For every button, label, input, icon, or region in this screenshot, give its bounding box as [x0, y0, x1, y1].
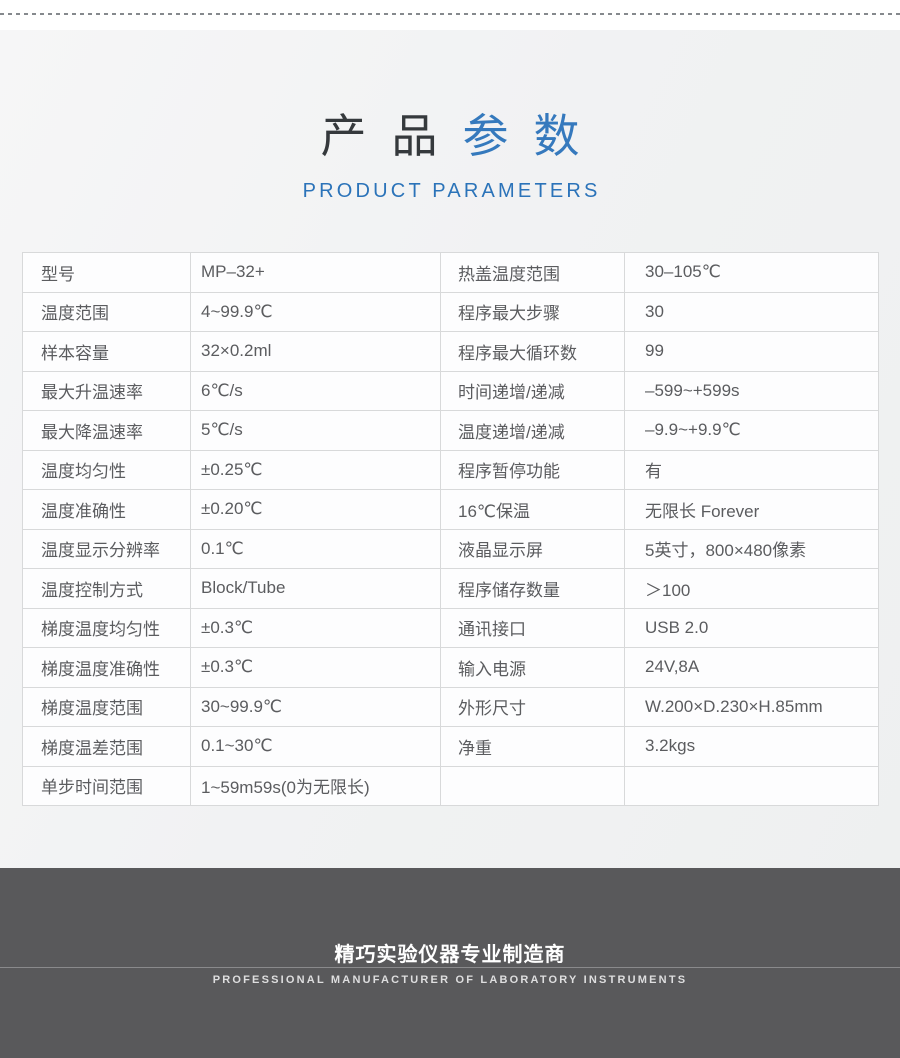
footer: 精巧实验仪器专业制造商 PROFESSIONAL MANUFACTURER OF… [0, 868, 900, 1058]
spec-label: 梯度温差范围 [22, 726, 191, 767]
spec-label: 温度递增/递减 [440, 410, 625, 451]
table-row: 最大降温速率 5℃/s 温度递增/递减 –9.9~+9.9℃ [22, 410, 879, 451]
page-subtitle: PRODUCT PARAMETERS [302, 180, 601, 202]
table-row: 温度显示分辨率 0.1℃ 液晶显示屏 5英寸，800×480像素 [22, 528, 879, 569]
spec-label: 温度显示分辨率 [22, 528, 191, 569]
table-row: 梯度温度均匀性 ±0.3℃ 通讯接口 USB 2.0 [22, 607, 879, 648]
top-white-band [0, 0, 900, 30]
spec-value: 6℃/s [190, 370, 441, 411]
spec-value: 30~99.9℃ [190, 686, 441, 727]
spec-value: 30–105℃ [624, 252, 879, 293]
footer-divider-line [0, 967, 900, 968]
spec-label: 最大降温速率 [22, 410, 191, 451]
spec-value: MP–32+ [190, 252, 441, 293]
table-row: 梯度温度准确性 ±0.3℃ 输入电源 24V,8A [22, 647, 879, 688]
table-row: 梯度温度范围 30~99.9℃ 外形尺寸 W.200×D.230×H.85mm [22, 686, 879, 727]
spec-label: 程序最大循环数 [440, 331, 625, 372]
table-row: 温度准确性 ±0.20℃ 16℃保温 无限长 Forever [22, 489, 879, 530]
spec-label: 最大升温速率 [22, 370, 191, 411]
spec-value: 有 [624, 449, 879, 490]
spec-label: 温度均匀性 [22, 449, 191, 490]
table-row: 温度范围 4~99.9℃ 程序最大步骤 30 [22, 291, 879, 332]
spec-value: ±0.25℃ [190, 449, 441, 490]
page-header: 产品参数 PRODUCT PARAMETERS [0, 100, 900, 203]
spec-value: 无限长 Forever [624, 489, 879, 530]
spec-label: 温度控制方式 [22, 568, 191, 609]
table-row: 梯度温差范围 0.1~30℃ 净重 3.2kgs [22, 726, 879, 767]
spec-label: 外形尺寸 [440, 686, 625, 727]
spec-label: 温度准确性 [22, 489, 191, 530]
spec-value: 0.1~30℃ [190, 726, 441, 767]
spec-value: 3.2kgs [624, 726, 879, 767]
spec-table-body: 型号 MP–32+ 热盖温度范围 30–105℃ 温度范围 4~99.9℃ 程序… [22, 252, 879, 806]
table-row: 温度均匀性 ±0.25℃ 程序暂停功能 有 [22, 449, 879, 490]
spec-label: 热盖温度范围 [440, 252, 625, 293]
spec-value: 99 [624, 331, 879, 372]
spec-label: 温度范围 [22, 291, 191, 332]
spec-value: –9.9~+9.9℃ [624, 410, 879, 451]
table-row: 样本容量 32×0.2ml 程序最大循环数 99 [22, 331, 879, 372]
footer-slogan-chinese: 精巧实验仪器专业制造商 [334, 944, 566, 966]
spec-label: 液晶显示屏 [440, 528, 625, 569]
spec-label: 时间递增/递减 [440, 370, 625, 411]
table-row: 型号 MP–32+ 热盖温度范围 30–105℃ [22, 252, 879, 293]
spec-value: 5英寸，800×480像素 [624, 528, 879, 569]
spec-value: ±0.20℃ [190, 489, 441, 530]
spec-label: 程序暂停功能 [440, 449, 625, 490]
spec-value: USB 2.0 [624, 607, 879, 648]
spec-value: 4~99.9℃ [190, 291, 441, 332]
spec-label: 型号 [22, 252, 191, 293]
spec-value: 0.1℃ [190, 528, 441, 569]
spec-value: 5℃/s [190, 410, 441, 451]
page-title: 产品参数 [0, 100, 900, 166]
spec-value: ±0.3℃ [190, 647, 441, 688]
table-row: 单步时间范围 1~59m59s(0为无限长) [22, 765, 879, 806]
footer-slogan-english: PROFESSIONAL MANUFACTURER OF LABORATORY … [212, 974, 688, 986]
spec-label: 16℃保温 [440, 489, 625, 530]
spec-label: 梯度温度范围 [22, 686, 191, 727]
table-row: 温度控制方式 Block/Tube 程序储存数量 ＞100 [22, 568, 879, 609]
spec-value [624, 765, 879, 806]
spec-label: 单步时间范围 [22, 765, 191, 806]
table-row: 最大升温速率 6℃/s 时间递增/递减 –599~+599s [22, 370, 879, 411]
spec-value: –599~+599s [624, 370, 879, 411]
spec-label: 样本容量 [22, 331, 191, 372]
spec-label: 梯度温度均匀性 [22, 607, 191, 648]
spec-label: 输入电源 [440, 647, 625, 688]
spec-label: 程序储存数量 [440, 568, 625, 609]
spec-value: 24V,8A [624, 647, 879, 688]
spec-value: 1~59m59s(0为无限长) [190, 765, 441, 806]
page-title-blue-part: 参数 [462, 110, 605, 162]
top-dashed-divider [0, 13, 900, 15]
spec-value: 32×0.2ml [190, 331, 441, 372]
spec-label [440, 765, 625, 806]
spec-label: 程序最大步骤 [440, 291, 625, 332]
page-title-dark-part: 产品 [320, 110, 463, 162]
spec-value: Block/Tube [190, 568, 441, 609]
spec-value: 30 [624, 291, 879, 332]
spec-label: 梯度温度准确性 [22, 647, 191, 688]
spec-value: W.200×D.230×H.85mm [624, 686, 879, 727]
spec-value: ±0.3℃ [190, 607, 441, 648]
spec-value: ＞100 [624, 568, 879, 609]
spec-label: 通讯接口 [440, 607, 625, 648]
spec-label: 净重 [440, 726, 625, 767]
product-parameters-table: 型号 MP–32+ 热盖温度范围 30–105℃ 温度范围 4~99.9℃ 程序… [22, 252, 879, 806]
